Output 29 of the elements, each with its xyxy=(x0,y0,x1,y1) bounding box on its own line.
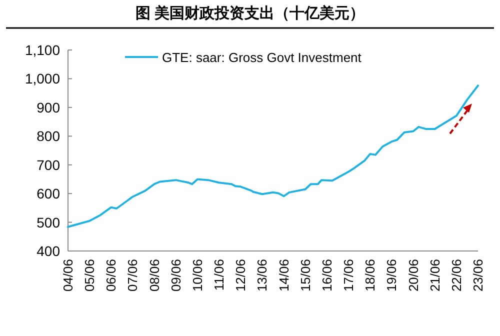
y-tick-label: 700 xyxy=(36,156,60,173)
x-tick-label: 12/06 xyxy=(233,259,248,292)
y-tick-label: 900 xyxy=(36,99,60,116)
title: 图 美国财政投资支出（十亿美元） xyxy=(135,5,365,22)
y-tick-label: 1,000 xyxy=(24,70,60,87)
x-tick-label: 22/06 xyxy=(448,259,464,292)
x-tick-label: 08/06 xyxy=(146,259,162,292)
x-tick-label: 23/06 xyxy=(470,259,486,292)
x-tick-label: 15/06 xyxy=(298,259,313,292)
x-tick-label: 10/06 xyxy=(190,259,205,292)
x-tick-label: 05/06 xyxy=(82,259,98,292)
y-tick-label: 600 xyxy=(36,186,60,202)
x-tick-label: 16/06 xyxy=(319,259,334,292)
x-tick-label: 04/06 xyxy=(60,259,76,292)
x-tick-label: 20/06 xyxy=(406,259,421,292)
x-tick-label: 06/06 xyxy=(104,259,119,292)
y-tick-label: 800 xyxy=(36,128,60,144)
x-tick-label: 17/06 xyxy=(341,259,356,292)
x-tick-label: 14/06 xyxy=(276,259,292,292)
x-tick-label: 07/06 xyxy=(125,259,140,292)
x-tick-label: 21/06 xyxy=(427,259,442,292)
x-tick-label: 13/06 xyxy=(254,259,270,292)
x-tick-label: 18/06 xyxy=(362,259,378,292)
y-tick-label: 1,100 xyxy=(24,42,60,58)
y-tick-label: 500 xyxy=(36,214,60,230)
x-tick-label: 09/06 xyxy=(168,259,184,292)
x-tick-label: 19/06 xyxy=(384,259,400,292)
x-tick-label: 11/06 xyxy=(212,259,227,291)
y-tick-label: 400 xyxy=(36,243,60,259)
